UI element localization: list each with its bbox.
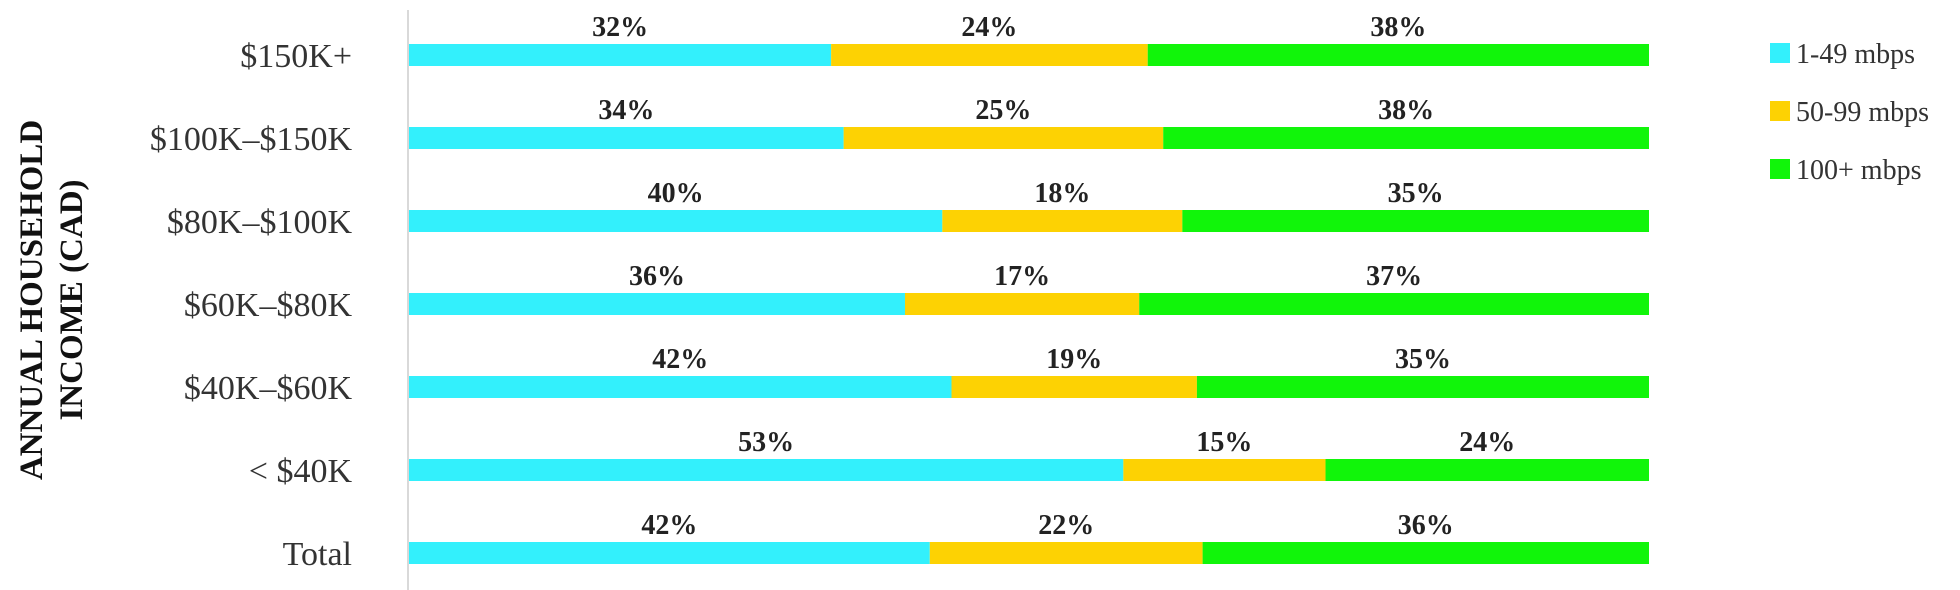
bar-segment bbox=[409, 376, 952, 398]
bar-segment bbox=[929, 542, 1203, 564]
legend-label: 50-99 mbps bbox=[1796, 97, 1929, 128]
y-axis-label: ANNUAL HOUSEHOLD INCOME (CAD) bbox=[14, 120, 90, 480]
legend-swatch bbox=[1770, 43, 1790, 63]
bar-segment bbox=[1147, 44, 1649, 66]
bar-segment bbox=[409, 127, 844, 149]
bar-segment bbox=[905, 293, 1140, 315]
data-label: 42% bbox=[641, 510, 697, 541]
data-label: 38% bbox=[1370, 12, 1426, 43]
bar-segment bbox=[1325, 459, 1649, 481]
bar-segment bbox=[843, 127, 1164, 149]
data-label: 18% bbox=[1034, 178, 1090, 209]
bar-segment bbox=[1196, 376, 1649, 398]
category-label: $40K–$60K bbox=[184, 370, 353, 407]
data-label: 25% bbox=[975, 95, 1031, 126]
category-label: $100K–$150K bbox=[150, 121, 353, 158]
data-label: 37% bbox=[1366, 261, 1422, 292]
legend-label: 1-49 mbps bbox=[1796, 39, 1915, 70]
bars-group: 32% 24% 38% 34% 25% 38% 40% 18% 35% 36% 17% 37% 42% 1… bbox=[409, 12, 1649, 564]
data-label: 42% bbox=[652, 344, 708, 375]
data-label: 36% bbox=[1398, 510, 1454, 541]
bar-segment bbox=[942, 210, 1183, 232]
bar-segment bbox=[409, 542, 930, 564]
bar-segment bbox=[409, 44, 832, 66]
bar-segment bbox=[409, 210, 943, 232]
data-label: 32% bbox=[592, 12, 648, 43]
bar-segment bbox=[1123, 459, 1326, 481]
data-label: 36% bbox=[629, 261, 685, 292]
data-label: 24% bbox=[1459, 427, 1515, 458]
bar-segment bbox=[409, 293, 905, 315]
data-label: 15% bbox=[1196, 427, 1252, 458]
data-label: 17% bbox=[994, 261, 1050, 292]
legend-label: 100+ mbps bbox=[1796, 155, 1921, 186]
bar-segment bbox=[1202, 542, 1649, 564]
legend: 1-49 mbps 50-99 mbps 100+ mbps bbox=[1770, 39, 1929, 186]
bar-segment bbox=[409, 459, 1124, 481]
data-label: 40% bbox=[648, 178, 704, 209]
category-labels: $150K+ $100K–$150K $80K–$100K $60K–$80K $40K… bbox=[150, 38, 353, 573]
bar-segment bbox=[951, 376, 1197, 398]
data-label: 34% bbox=[598, 95, 654, 126]
bar-segment bbox=[1182, 210, 1649, 232]
category-label: Total bbox=[283, 536, 352, 573]
category-label: $60K–$80K bbox=[184, 287, 353, 324]
category-label: $150K+ bbox=[240, 38, 352, 75]
category-label: < $40K bbox=[249, 453, 353, 490]
data-label: 35% bbox=[1388, 178, 1444, 209]
data-label: 53% bbox=[738, 427, 794, 458]
data-label: 35% bbox=[1395, 344, 1451, 375]
data-label: 38% bbox=[1378, 95, 1434, 126]
data-label: 19% bbox=[1046, 344, 1102, 375]
bar-segment bbox=[831, 44, 1148, 66]
legend-swatch bbox=[1770, 159, 1790, 179]
legend-swatch bbox=[1770, 101, 1790, 121]
category-label: $80K–$100K bbox=[167, 204, 353, 241]
data-label: 24% bbox=[961, 12, 1017, 43]
bar-segment bbox=[1139, 293, 1649, 315]
bar-segment bbox=[1163, 127, 1649, 149]
data-label: 22% bbox=[1038, 510, 1094, 541]
